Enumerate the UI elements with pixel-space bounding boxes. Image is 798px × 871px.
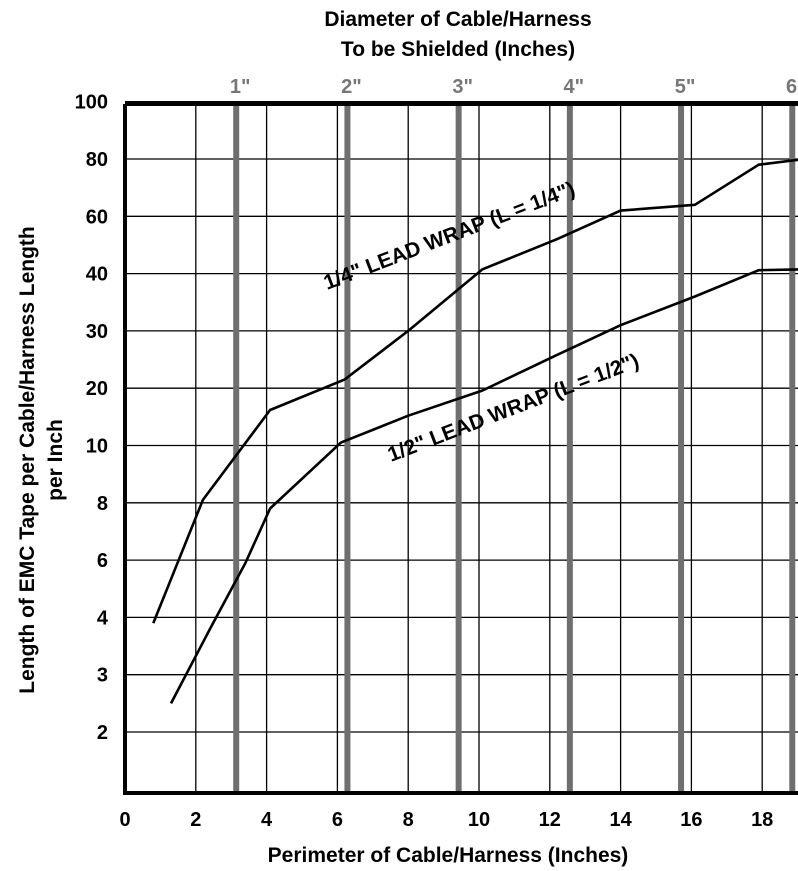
diameter-reference-lines bbox=[233, 104, 796, 793]
y-tick-label: 30 bbox=[86, 321, 108, 343]
plot-frame bbox=[123, 102, 798, 795]
x-tick-label: 12 bbox=[539, 809, 561, 831]
y-tick-label: 20 bbox=[86, 378, 108, 400]
x-tick-label: 8 bbox=[403, 809, 414, 831]
series-line-quarter-wrap bbox=[152, 158, 798, 624]
series-line-half-wrap bbox=[169, 268, 798, 705]
top-axis-ticks: 1" 2" 3" 4" 5" 6" bbox=[230, 76, 798, 98]
x-tick-label: 4 bbox=[261, 809, 273, 831]
series-label-half-wrap: 1/2" LEAD WRAP (L = 1/2") bbox=[385, 349, 643, 466]
y-axis-ticks: 2 3 4 6 8 10 20 30 40 60 80 100 bbox=[75, 92, 109, 744]
y-tick-label: 10 bbox=[86, 436, 108, 458]
x-tick-label: 16 bbox=[680, 809, 702, 831]
chart-title: Diameter of Cable/Harness bbox=[324, 8, 591, 31]
x-tick-label: 18 bbox=[751, 809, 773, 831]
series-lines bbox=[152, 158, 798, 705]
y-tick-label: 4 bbox=[97, 607, 109, 629]
x-tick-label: 6 bbox=[332, 809, 343, 831]
chart-subtitle: To be Shielded (Inches) bbox=[341, 38, 575, 61]
y-tick-label: 2 bbox=[97, 722, 108, 744]
y-tick-label: 100 bbox=[75, 92, 108, 114]
x-tick-label: 14 bbox=[609, 809, 632, 831]
top-axis-tick-label: 5" bbox=[675, 76, 696, 98]
top-axis-tick-label: 4" bbox=[564, 76, 585, 98]
x-tick-label: 2 bbox=[190, 809, 201, 831]
top-axis-tick-label: 3" bbox=[452, 76, 473, 98]
x-axis-label: Perimeter of Cable/Harness (Inches) bbox=[268, 844, 629, 867]
y-tick-label: 6 bbox=[97, 550, 108, 572]
y-tick-label: 80 bbox=[86, 149, 108, 171]
y-tick-label: 40 bbox=[86, 264, 108, 286]
y-axis-label-line1: Length of EMC Tape per Cable/Harness Len… bbox=[16, 226, 39, 694]
y-tick-label: 3 bbox=[97, 665, 108, 687]
top-axis-tick-label: 6" bbox=[786, 76, 798, 98]
y-tick-label: 60 bbox=[86, 206, 108, 228]
top-axis-tick-label: 1" bbox=[230, 76, 251, 98]
x-axis-ticks: 0 2 4 6 8 10 12 14 16 18 bbox=[119, 809, 773, 831]
x-tick-label: 0 bbox=[119, 809, 130, 831]
x-tick-label: 10 bbox=[468, 809, 490, 831]
y-axis-label-line2: per Inch bbox=[44, 419, 67, 501]
series-label-quarter-wrap: 1/4" LEAD WRAP (L = 1/4") bbox=[321, 177, 579, 294]
top-axis-tick-label: 2" bbox=[341, 76, 362, 98]
y-tick-label: 8 bbox=[97, 493, 108, 515]
